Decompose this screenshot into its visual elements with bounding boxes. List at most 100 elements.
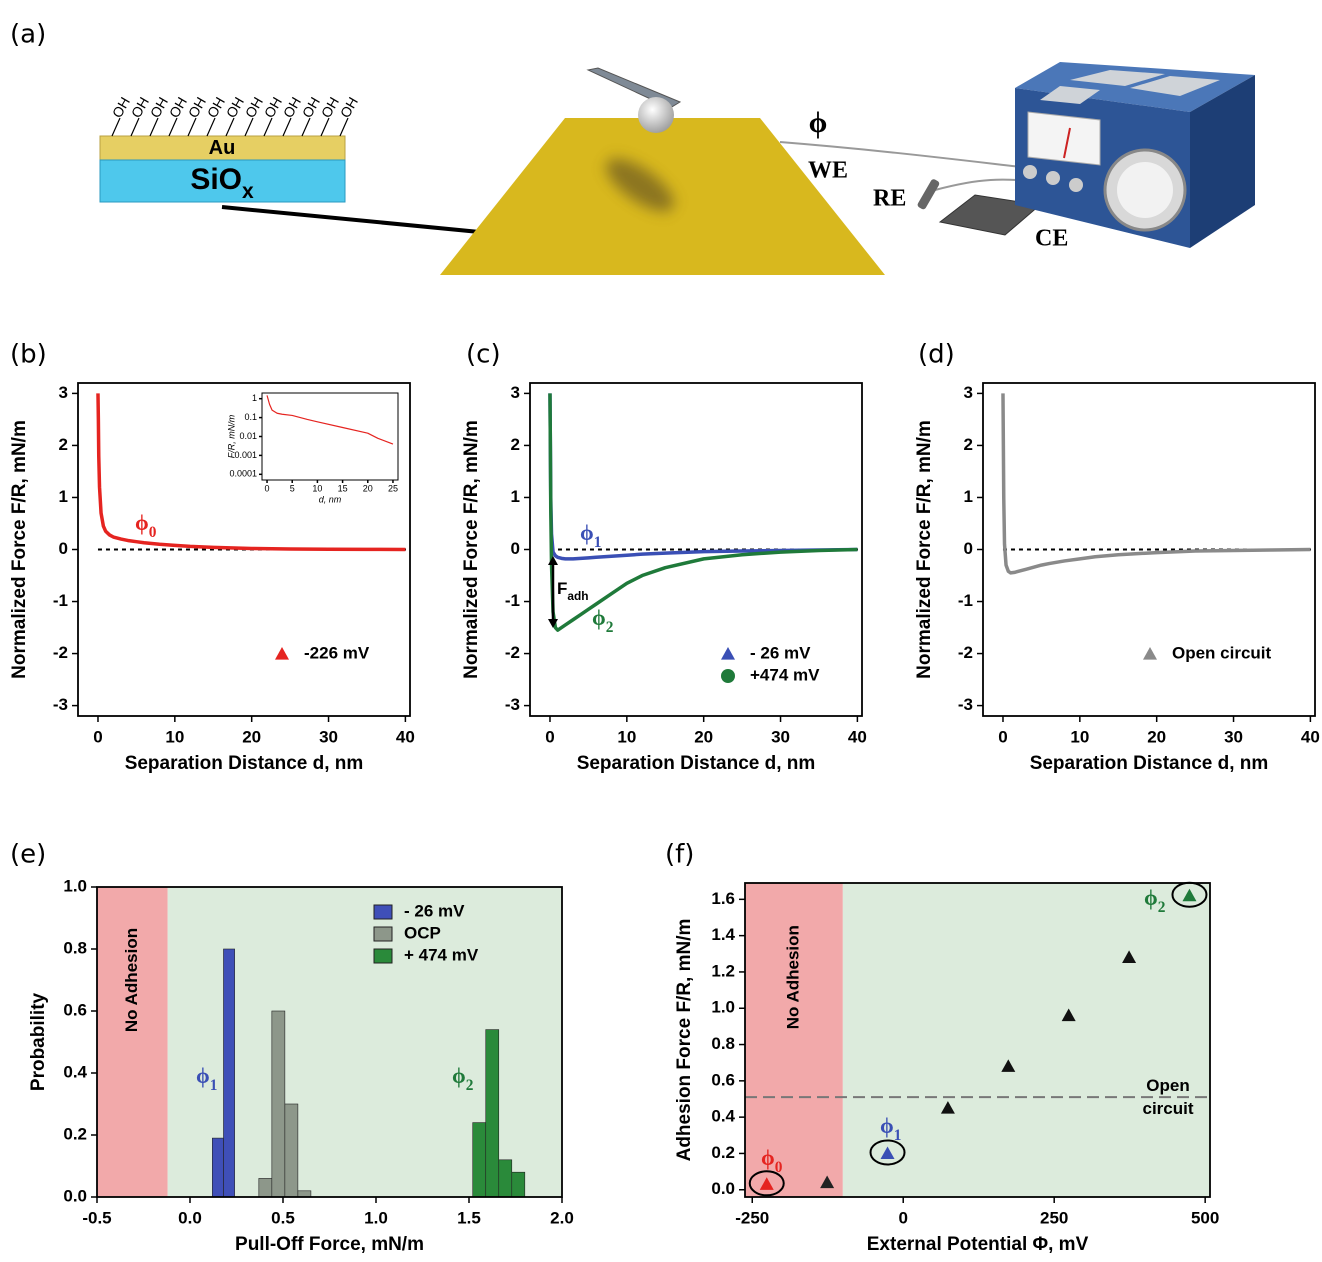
y-tick-label: 0.1 (244, 412, 257, 422)
y-tick-label: 0 (511, 539, 520, 558)
y-tick-label: 0.8 (711, 1034, 735, 1053)
histogram-bar (271, 1010, 286, 1198)
annotation: ϕ0 (135, 510, 157, 541)
annotation: ϕ1 (580, 520, 601, 551)
x-tick-label: 1.0 (364, 1208, 388, 1227)
panel-label: (c) (466, 340, 501, 370)
annotation-sub: 2 (1158, 899, 1166, 916)
data-point (759, 1177, 774, 1190)
y-axis-label: Normalized Force F/R, mN/m (9, 420, 30, 679)
x-tick-label: 25 (388, 483, 398, 493)
x-tick-label: 20 (694, 727, 713, 746)
y-tick-label: 1.2 (711, 961, 735, 980)
inset-background (262, 393, 398, 480)
x-tick-label: 15 (338, 483, 348, 493)
arrow-shaft (221, 205, 501, 236)
y-tick-label: -2 (53, 643, 68, 662)
grill (1070, 70, 1165, 86)
y-tick-label: 0.0001 (229, 469, 257, 479)
x-tick-label: 5 (290, 483, 295, 493)
surface-group: OH (337, 94, 361, 120)
x-tick-label: 30 (319, 727, 338, 746)
layer-label-sub: x (242, 180, 254, 203)
x-tick-label: -250 (735, 1208, 769, 1227)
y-axis-label: F/R, mN/m (226, 414, 236, 458)
chain-bond (282, 117, 292, 137)
data-line (266, 395, 394, 445)
legend-marker (721, 647, 735, 660)
y-tick-label: 0.6 (63, 1000, 87, 1019)
chain-bond (149, 117, 159, 137)
electrode-label: WE (808, 158, 848, 184)
annotation-main: ϕ (196, 1063, 210, 1088)
annotation-main: ϕ (1144, 885, 1158, 910)
y-tick-label: 2 (59, 435, 68, 454)
probe-sphere (638, 97, 674, 133)
chain-bond (130, 117, 140, 137)
chain-bond (111, 117, 121, 137)
small-knob (1023, 165, 1037, 179)
data-line (1001, 393, 1311, 575)
x-axis-label: d, nm (319, 494, 342, 504)
y-tick-label: 3 (59, 383, 68, 402)
x-tick-label: 0 (265, 483, 270, 493)
layer-label: SiOx (190, 163, 254, 203)
data-point (880, 1146, 895, 1160)
annotation-main: ϕ (452, 1063, 466, 1088)
annotation: ϕ2 (592, 605, 614, 636)
small-knob (1069, 178, 1083, 192)
x-tick-label: -0.5 (82, 1208, 111, 1227)
histogram-bar (472, 1122, 487, 1198)
knob-face (1117, 162, 1173, 218)
x-tick-label: 0 (898, 1208, 907, 1227)
grill (1040, 86, 1100, 104)
panel-label: (e) (10, 840, 46, 870)
y-tick-label: 0.01 (239, 431, 257, 441)
y-tick-label: 1.0 (63, 876, 87, 895)
x-tick-label: 30 (771, 727, 790, 746)
x-tick-label: 500 (1191, 1208, 1219, 1227)
plot-frame (744, 882, 1211, 1198)
panel-label: (b) (10, 340, 47, 370)
layer-label-main: SiO (190, 163, 242, 196)
reference-electrode (917, 179, 940, 210)
legend-label: + 474 mV (404, 945, 479, 964)
data-point (1061, 1008, 1076, 1022)
y-tick-label: 0 (964, 539, 973, 558)
annotation-sub: 1 (894, 1127, 902, 1144)
legend-marker (721, 669, 735, 683)
y-axis-label: Adhesion Force F/R, mN/m (674, 919, 695, 1162)
box-side (1190, 75, 1255, 248)
chain-bond (244, 117, 254, 137)
x-tick-label: 0 (93, 727, 102, 746)
x-tick-label: 10 (165, 727, 184, 746)
setup-diagram: ϕ WE RE CE (99, 62, 1255, 275)
region-label: No Adhesion (783, 925, 802, 1029)
legend-marker (275, 647, 289, 660)
y-tick-label: 1 (59, 487, 68, 506)
annotation: ϕ0 (761, 1145, 783, 1176)
x-tick-label: 0 (545, 727, 554, 746)
layer-label-main: Au (209, 137, 236, 159)
x-tick-label: 0.0 (178, 1208, 202, 1227)
legend-label: Open circuit (1172, 643, 1272, 662)
data-point (820, 1175, 835, 1189)
panel-label: (f) (665, 840, 694, 870)
plot-frame (96, 886, 563, 1198)
data-point (940, 1101, 955, 1114)
layer-label: Au (209, 137, 236, 159)
legend-label: +474 mV (750, 665, 820, 684)
meter (1027, 111, 1101, 166)
y-axis-label: Probability (28, 992, 49, 1091)
panel-label: (d) (918, 340, 955, 370)
x-tick-label: 1.5 (457, 1208, 481, 1227)
region (97, 887, 168, 1197)
chain-bond (320, 117, 330, 137)
data-point (1122, 950, 1137, 964)
histogram-bar (284, 1103, 299, 1198)
y-tick-label: -3 (53, 695, 68, 714)
x-tick-label: 40 (396, 727, 415, 746)
annotation: ϕ2 (1144, 885, 1166, 916)
annotation-sub: 0 (775, 1159, 783, 1176)
arrow-head (548, 556, 558, 628)
